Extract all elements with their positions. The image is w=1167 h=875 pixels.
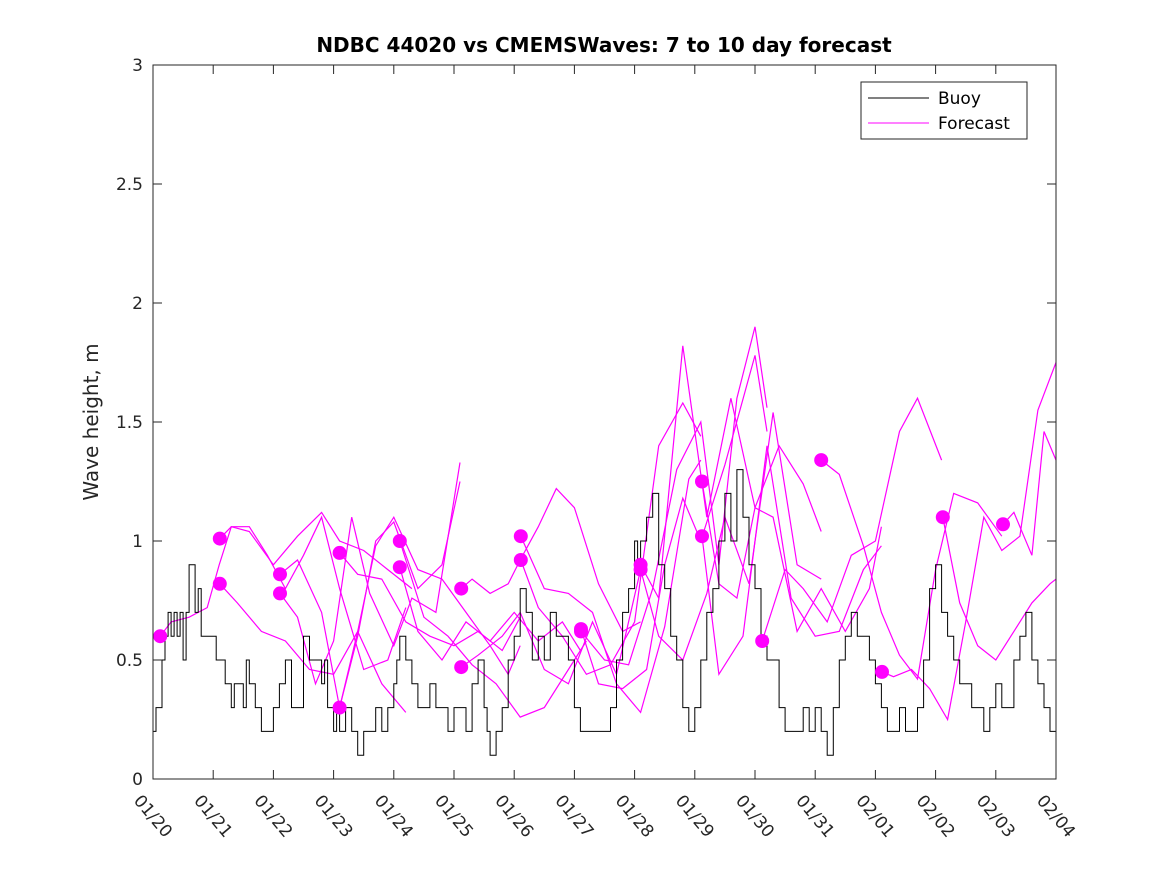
forecast-line-14	[580, 355, 768, 690]
forecast-line-10	[460, 487, 641, 633]
forecast-start-dot-20	[755, 634, 770, 648]
forecast-line-24	[1002, 431, 1056, 556]
forecast-start-dot-2	[212, 531, 227, 546]
forecast-start-dot-12	[513, 529, 528, 544]
forecast-start-dot-11	[454, 660, 469, 675]
forecast-line-16	[640, 345, 822, 601]
legend-forecast-label: Forecast	[938, 114, 1010, 134]
legend: Buoy Forecast	[860, 81, 1028, 140]
forecast-start-dot-18	[695, 474, 709, 489]
y-tick-label: 0.5	[116, 651, 143, 671]
forecast-start-dot-17	[633, 562, 648, 577]
y-axis-label: Wave height, m	[79, 343, 103, 500]
forecast-start-dot-22	[875, 664, 889, 679]
forecast-start-dot-7	[332, 700, 347, 715]
legend-box	[860, 81, 1028, 140]
forecast-start-dot-6	[332, 545, 347, 560]
forecast-line-3	[219, 583, 407, 713]
forecast-start-dot-13	[513, 553, 528, 567]
forecast-start-dot-24	[996, 517, 1010, 532]
forecast-start-dot-21	[814, 453, 829, 468]
forecast-line-23	[942, 517, 1056, 661]
forecast-start-markers	[153, 453, 1010, 715]
forecast-line-18	[701, 481, 882, 634]
forecast-start-dot-19	[695, 529, 709, 544]
chart-title: NDBC 44020 vs CMEMSWaves: 7 to 10 day fo…	[316, 33, 892, 57]
buoy-series-group	[153, 469, 1056, 756]
forecast-line-5	[279, 462, 461, 686]
forecast-start-dot-8	[392, 534, 407, 548]
forecast-line-19	[701, 445, 882, 677]
forecast-start-dot-10	[454, 581, 469, 596]
forecast-line-22	[881, 362, 1056, 722]
legend-buoy-label: Buoy	[938, 89, 981, 109]
forecast-start-dot-4	[273, 567, 287, 582]
forecast-series-group	[159, 326, 1056, 722]
forecast-line-11	[460, 569, 642, 685]
y-tick-label: 2.5	[116, 175, 143, 195]
y-tick-label: 0	[132, 770, 143, 790]
forecast-start-dot-23	[935, 510, 950, 525]
forecast-start-dot-15	[574, 624, 588, 639]
forecast-start-dot-5	[273, 586, 287, 601]
forecast-line-8	[399, 540, 587, 718]
forecast-line-21	[820, 459, 1003, 681]
forecast-line-13	[520, 401, 702, 676]
forecast-start-dot-1	[153, 629, 168, 644]
forecast-line-6	[339, 552, 521, 652]
y-tick-label: 2	[132, 294, 143, 314]
forecast-line-20	[761, 396, 943, 642]
forecast-line-7	[339, 515, 521, 708]
forecast-line-2	[219, 515, 407, 671]
forecast-start-dot-9	[392, 560, 407, 575]
y-tick-label: 1	[132, 532, 143, 552]
y-tick-label: 3	[132, 56, 143, 76]
y-tick-label: 1.5	[116, 413, 143, 433]
forecast-start-dot-3	[212, 576, 227, 591]
buoy-line	[153, 469, 1056, 756]
forecast-line-9	[399, 567, 581, 662]
